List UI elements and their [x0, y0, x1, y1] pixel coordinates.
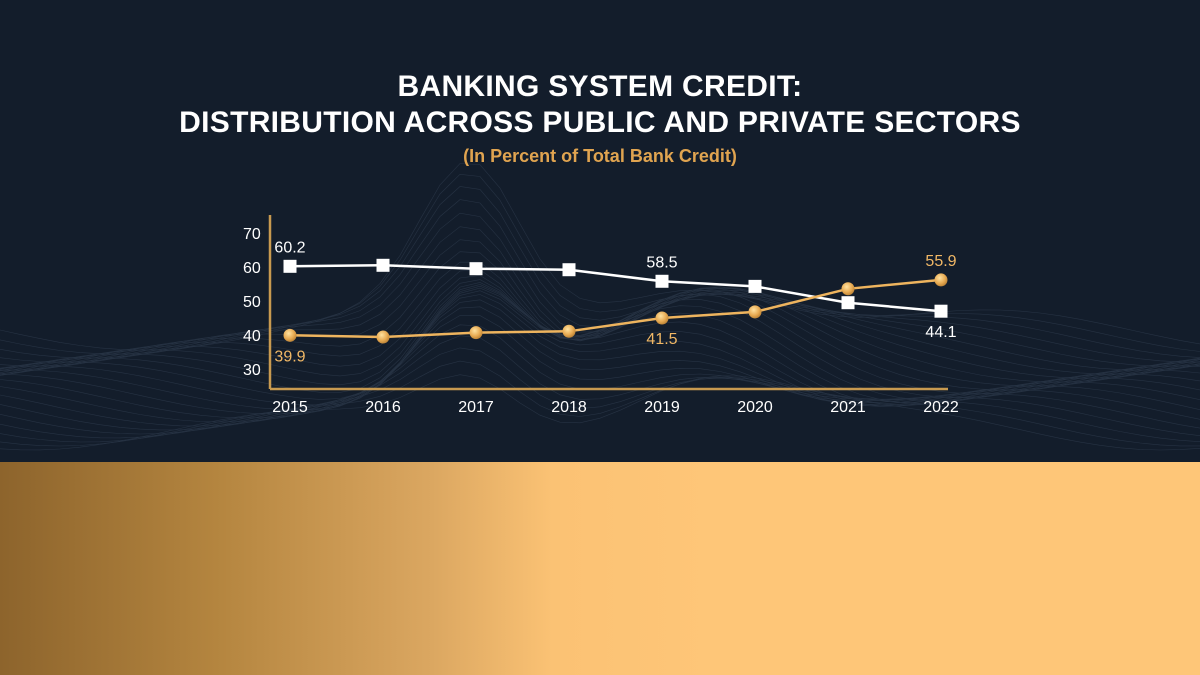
x-tick-label: 2015	[272, 399, 308, 416]
wave-line	[0, 186, 1200, 359]
y-tick-label: 70	[243, 226, 261, 243]
x-tick-label: 2022	[923, 399, 959, 416]
square-marker	[655, 274, 669, 288]
wave-line	[0, 173, 1200, 355]
wave-line	[0, 290, 1200, 415]
chart-subtitle: (In Percent of Total Bank Credit)	[463, 146, 737, 166]
circle-marker	[748, 305, 762, 319]
y-tick-label: 30	[243, 362, 261, 379]
wave-line	[0, 226, 1200, 371]
dark-panel	[0, 163, 1200, 451]
circle-marker	[934, 273, 948, 287]
wave-line	[0, 285, 1200, 406]
wave-line	[0, 294, 1200, 419]
circle-marker	[841, 282, 855, 296]
x-tick-label: 2016	[365, 399, 401, 416]
wave-line	[0, 279, 1200, 395]
wave-line	[0, 360, 1200, 447]
x-tick-label: 2019	[644, 399, 680, 416]
wave-line	[0, 282, 1200, 398]
wave-line	[0, 287, 1200, 411]
series-line-2	[289, 278, 942, 339]
y-tick-label: 60	[243, 260, 261, 277]
wave-line	[0, 251, 1200, 379]
data-label: 39.9	[274, 348, 305, 365]
wave-line	[0, 239, 1200, 375]
square-marker	[283, 259, 297, 273]
wave-line	[0, 275, 1200, 391]
data-label: 60.2	[274, 239, 305, 256]
wave-line	[0, 261, 1200, 383]
square-marker	[376, 258, 390, 272]
wave-line	[0, 212, 1200, 367]
wave-line	[0, 306, 1200, 427]
circle-marker	[469, 326, 483, 340]
square-marker	[562, 263, 576, 277]
chart-title-line1: BANKING SYSTEM CREDIT:	[397, 70, 803, 103]
square-marker	[934, 304, 948, 318]
wave-line	[0, 163, 1200, 351]
x-tick-label: 2017	[458, 399, 494, 416]
line-chart: 70 60 50 40 30 2015 2016 2017 2018 2019 2020 2021 2…	[243, 215, 959, 416]
circle-marker	[655, 311, 669, 325]
wave-line	[0, 284, 1200, 401]
data-label: 58.5	[646, 254, 677, 271]
wave-line	[0, 347, 1200, 443]
x-tick-label: 2018	[551, 399, 587, 416]
square-marker	[469, 262, 483, 276]
data-label: 44.1	[925, 324, 956, 341]
wave-line	[0, 335, 1200, 439]
x-tick-label: 2021	[830, 399, 866, 416]
square-marker	[748, 279, 762, 293]
series-line-1	[289, 264, 942, 313]
wave-line	[0, 269, 1200, 387]
circle-marker	[283, 328, 297, 342]
gold-gradient-band	[0, 462, 1200, 675]
wave-line	[0, 299, 1200, 423]
data-label: 55.9	[925, 253, 956, 270]
y-tick-label: 40	[243, 328, 261, 345]
wave-line	[0, 374, 1200, 451]
wave-line	[0, 315, 1200, 431]
chart-title-line2: DISTRIBUTION ACROSS PUBLIC AND PRIVATE S…	[179, 106, 1021, 139]
data-label: 41.5	[646, 331, 677, 348]
circle-marker	[562, 324, 576, 338]
square-marker	[841, 296, 855, 310]
x-tick-label: 2020	[737, 399, 773, 416]
y-tick-label: 50	[243, 294, 261, 311]
circle-marker	[376, 330, 390, 344]
